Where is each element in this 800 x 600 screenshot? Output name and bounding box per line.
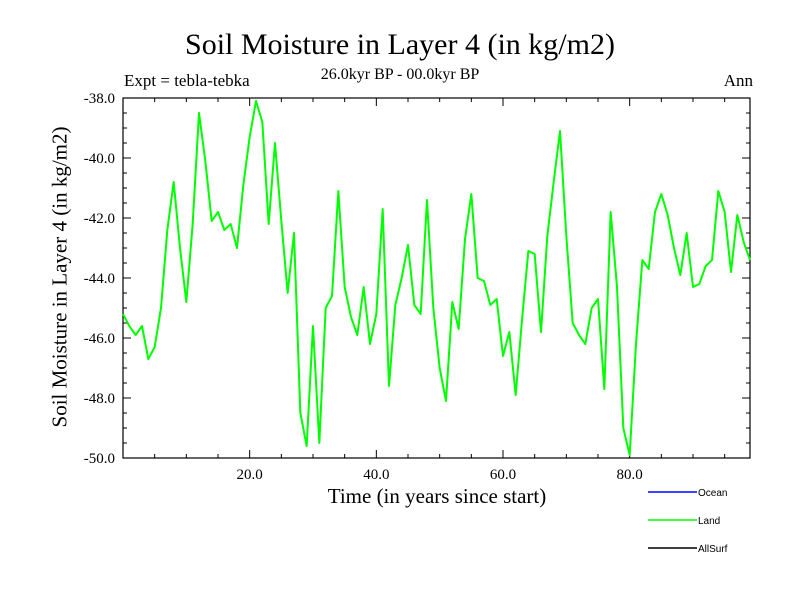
x-tick-label: 80.0: [617, 467, 643, 483]
y-tick-label: -46.0: [84, 331, 115, 347]
y-tick-label: -44.0: [84, 271, 115, 287]
y-tick-label: -40.0: [84, 151, 115, 167]
y-tick-label: -38.0: [84, 91, 115, 107]
legend-label-allsurf: AllSurf: [698, 544, 728, 555]
plot-frame: [122, 97, 751, 459]
legend-label-ocean: Ocean: [698, 488, 727, 499]
y-tick-label: -48.0: [84, 391, 115, 407]
y-tick-label: -42.0: [84, 211, 115, 227]
chart-subtitle: 26.0kyr BP - 00.0kyr BP: [320, 66, 480, 83]
legend: Ocean Land AllSurf: [648, 488, 728, 555]
y-tick-label: -50.0: [84, 451, 115, 467]
x-axis-label: Time (in years since start): [327, 484, 547, 508]
season-label: Ann: [723, 71, 753, 90]
x-tick-label: 60.0: [490, 467, 516, 483]
series-line-land: [122, 100, 751, 456]
expt-label: Expt = tebla-tebka: [124, 71, 250, 90]
series-layer: [122, 100, 751, 456]
axis-ticks: -38.0 -40.0 -42.0 -44.0 -46.0 -48.0 -50.0 20.0 4…: [84, 91, 750, 483]
x-tick-label: 40.0: [363, 467, 389, 483]
legend-label-land: Land: [698, 516, 720, 527]
x-tick-label: 20.0: [237, 467, 263, 483]
chart-title: Soil Moisture in Layer 4 (in kg/m2): [185, 28, 615, 61]
